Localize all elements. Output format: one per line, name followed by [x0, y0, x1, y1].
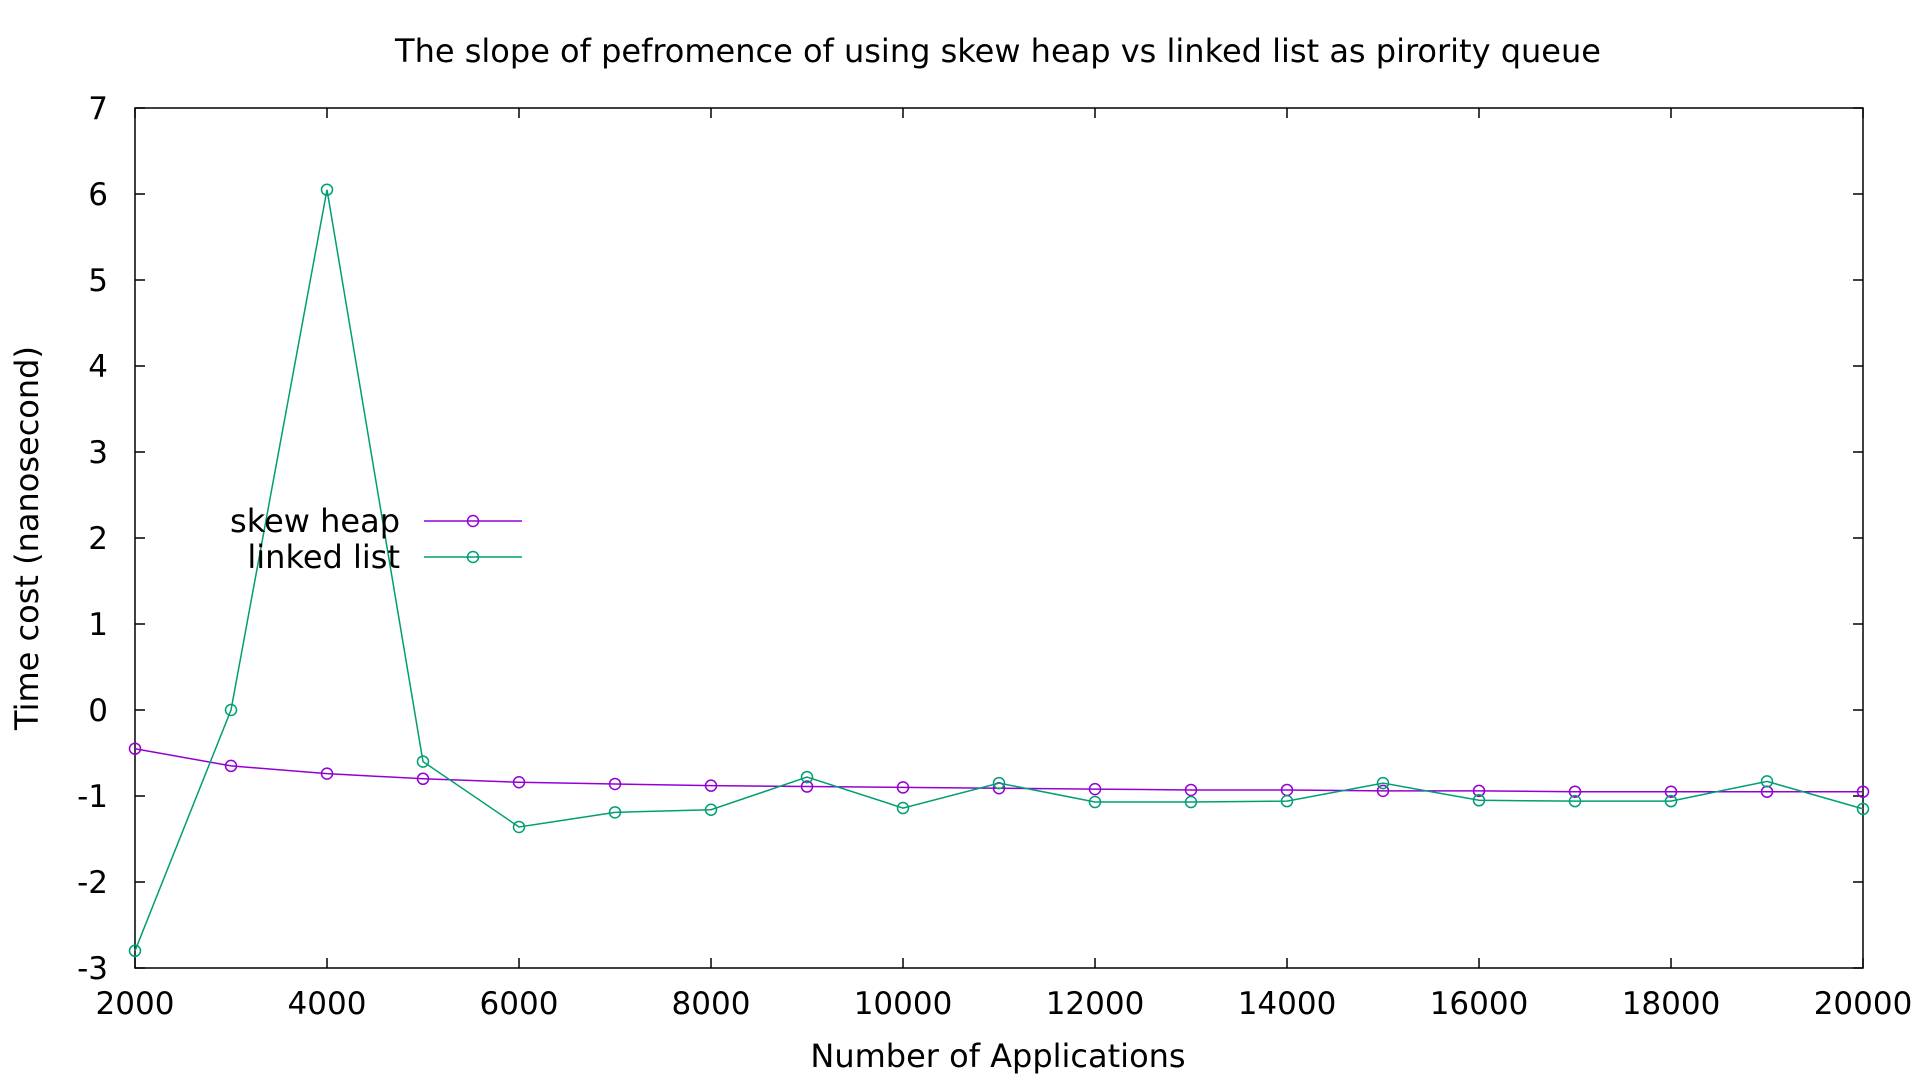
x-tick-label: 18000 — [1622, 986, 1721, 1022]
x-axis-label: Number of Applications — [810, 1037, 1185, 1075]
data-point — [1472, 794, 1486, 807]
y-axis-label: Time cost (nanosecond) — [8, 346, 46, 731]
x-tick-label: 16000 — [1430, 986, 1529, 1022]
y-tick-label: 1 — [88, 607, 108, 643]
data-point — [800, 770, 814, 784]
x-tick-label: 20000 — [1814, 986, 1913, 1022]
series-line-0 — [134, 747, 1863, 793]
data-point — [1280, 794, 1294, 808]
data-point — [1088, 795, 1102, 809]
data-point — [704, 779, 718, 792]
y-tick-label: 3 — [88, 435, 108, 471]
data-point — [1376, 776, 1390, 790]
data-point — [128, 742, 142, 755]
data-point — [992, 776, 1006, 790]
axis-ticks: 2000 4000 6000 8000 10000 12000 14000 16000 1800… — [77, 91, 1912, 1022]
chart-title: The slope of pefromence of using skew he… — [394, 32, 1601, 70]
y-tick-label: 2 — [88, 521, 108, 557]
data-point — [1856, 785, 1870, 798]
y-tick-label: 7 — [88, 91, 108, 127]
data-point — [512, 820, 526, 834]
data-point — [320, 767, 334, 780]
data-point — [512, 775, 526, 789]
data-point — [896, 781, 910, 794]
y-tick-label: 4 — [88, 349, 108, 385]
series-layer — [128, 183, 1870, 958]
x-tick-label: 14000 — [1238, 986, 1337, 1022]
data-point — [1472, 784, 1486, 798]
x-tick-label: 4000 — [288, 986, 367, 1022]
data-point — [1856, 802, 1870, 816]
data-point — [1376, 784, 1390, 798]
y-tick-label: -2 — [77, 865, 108, 901]
x-tick-label: 2000 — [96, 986, 175, 1022]
legend-swatch-marker — [466, 550, 480, 564]
data-point — [320, 183, 334, 196]
legend-label: linked list — [247, 538, 400, 576]
data-point — [608, 777, 622, 791]
data-point — [416, 755, 430, 768]
data-point — [704, 803, 718, 817]
data-point — [1184, 783, 1198, 797]
x-tick-label: 12000 — [1046, 986, 1145, 1022]
y-tick-label: -3 — [77, 951, 108, 987]
y-tick-label: 5 — [88, 263, 108, 299]
data-point — [1760, 775, 1774, 788]
data-point — [1184, 795, 1198, 809]
data-point — [1088, 782, 1102, 796]
data-point — [224, 759, 238, 773]
data-point — [800, 780, 814, 793]
y-tick-label: -1 — [77, 779, 108, 815]
x-tick-label: 8000 — [672, 986, 751, 1022]
y-tick-label: 6 — [88, 177, 108, 213]
data-point — [608, 806, 622, 819]
data-point — [1568, 794, 1582, 808]
legend-label: skew heap — [230, 502, 400, 540]
data-point — [896, 801, 910, 815]
data-point — [416, 772, 430, 786]
y-tick-label: 0 — [88, 693, 108, 729]
data-point — [1568, 785, 1582, 798]
data-point — [224, 703, 238, 717]
data-point — [1664, 794, 1678, 808]
series-line-1 — [134, 189, 1864, 952]
data-point — [128, 944, 142, 958]
data-point — [1664, 785, 1678, 798]
x-tick-label: 6000 — [480, 986, 559, 1022]
legend-swatch-marker — [466, 514, 480, 528]
x-tick-label: 10000 — [854, 986, 953, 1022]
